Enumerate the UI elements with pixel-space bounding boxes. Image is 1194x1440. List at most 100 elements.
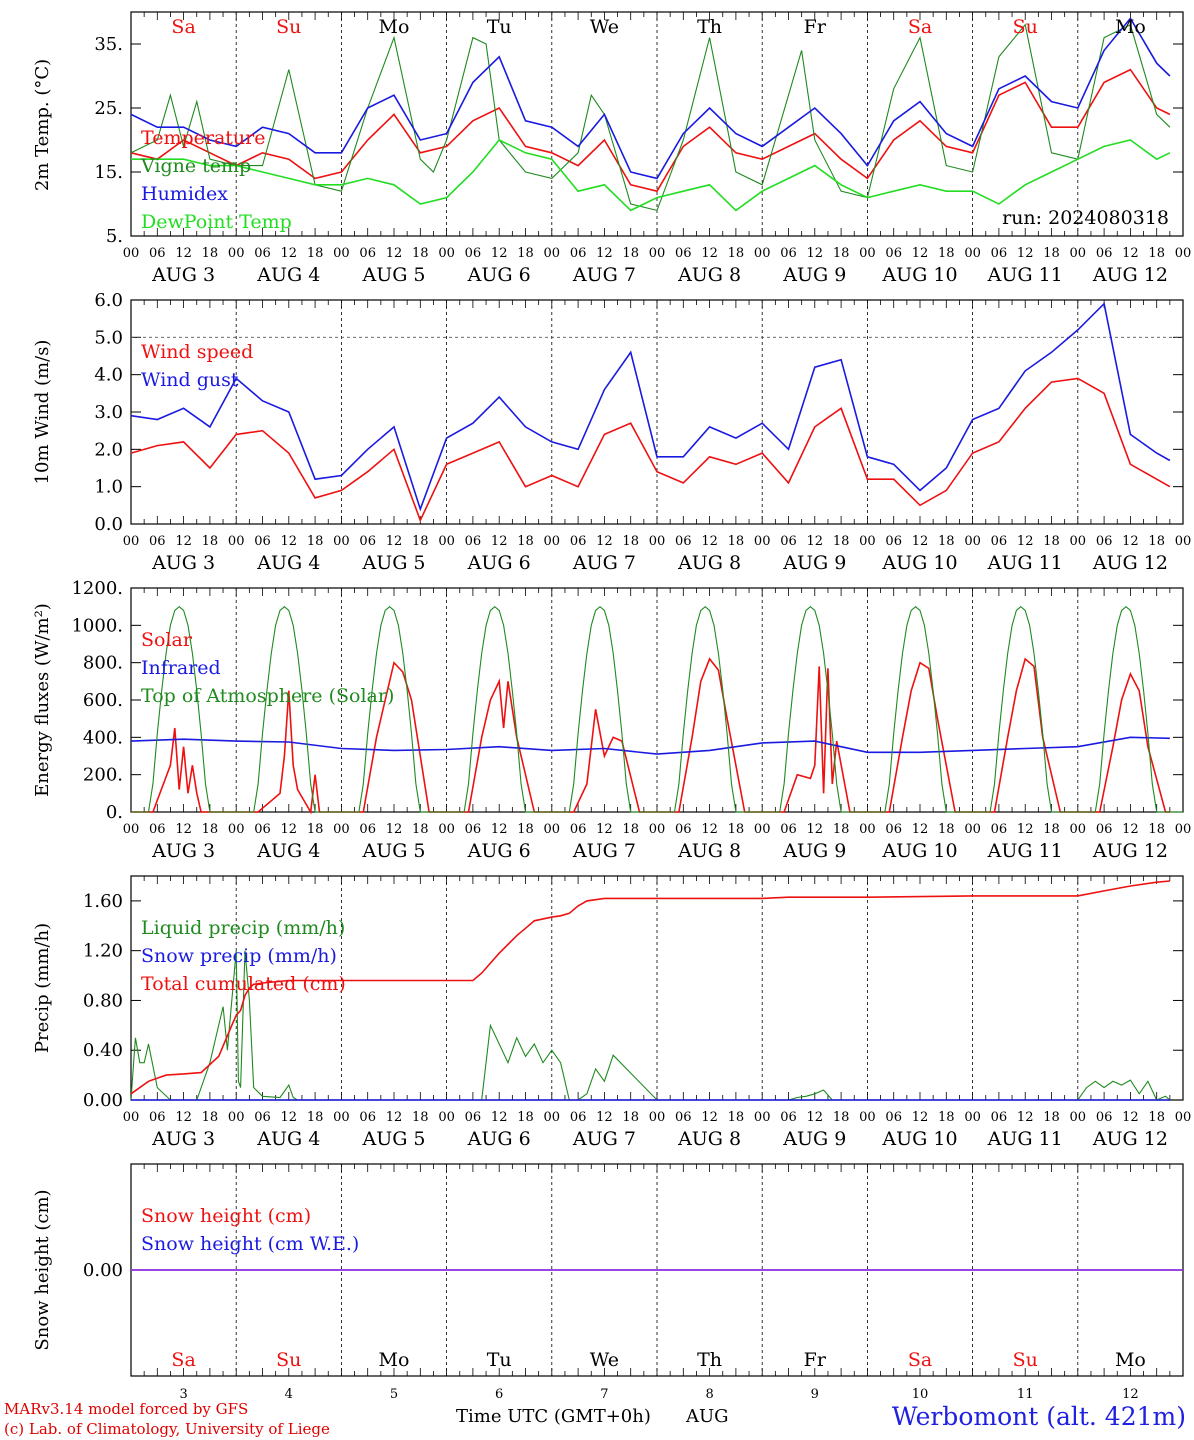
y-tick-label: 0.80 — [83, 990, 123, 1011]
date-label: AUG 3 — [151, 840, 215, 862]
hour-tick-label: 12 — [1017, 822, 1034, 837]
hour-tick-label: 12 — [1122, 822, 1139, 837]
hour-tick-label: 06 — [359, 1110, 376, 1125]
hour-tick-label: 06 — [254, 246, 271, 261]
hour-tick-label: 06 — [570, 822, 587, 837]
y-tick-label: 0.0 — [94, 514, 123, 535]
y-tick-label: 600. — [83, 690, 123, 711]
legend-entry: Total cumulated (cm) — [141, 973, 346, 995]
hour-tick-label: 12 — [175, 1110, 192, 1125]
hour-tick-label: 06 — [885, 822, 902, 837]
date-label: AUG 8 — [677, 552, 741, 574]
hour-tick-label: 12 — [281, 1110, 298, 1125]
hour-tick-label: 06 — [780, 246, 797, 261]
weekday-label: Su — [276, 1349, 301, 1371]
hour-tick-label: 18 — [202, 246, 219, 261]
hour-tick-label: 06 — [149, 534, 166, 549]
hour-tick-label: 00 — [859, 246, 876, 261]
y-axis-label: Energy fluxes (W/m²) — [32, 603, 53, 797]
legend-entry: Wind gust — [141, 369, 239, 391]
y-tick-label: 1.60 — [83, 891, 123, 912]
hour-tick-label: 06 — [885, 534, 902, 549]
y-tick-label: 3.0 — [94, 402, 123, 423]
hour-tick-label: 18 — [728, 822, 745, 837]
hour-tick-label: 00 — [859, 1110, 876, 1125]
y-axis-label: Snow height (cm) — [32, 1189, 53, 1350]
hour-tick-label: 12 — [912, 534, 929, 549]
date-label: AUG 6 — [467, 1128, 531, 1150]
weekday-label: Sa — [908, 1349, 932, 1371]
y-axis-label: 2m Temp. (°C) — [32, 59, 53, 191]
hour-tick-label: 06 — [780, 822, 797, 837]
hour-tick-label: 00 — [754, 1110, 771, 1125]
hour-tick-label: 06 — [254, 534, 271, 549]
hour-tick-label: 12 — [491, 1110, 508, 1125]
y-tick-label: 800. — [83, 653, 123, 674]
hour-tick-label: 00 — [649, 246, 666, 261]
date-label: AUG 4 — [256, 264, 320, 286]
weekday-label: Mo — [379, 1349, 410, 1371]
hour-tick-label: 12 — [281, 246, 298, 261]
series-line — [130, 23, 1171, 212]
hour-tick-label: 00 — [649, 822, 666, 837]
hour-tick-label: 12 — [912, 1110, 929, 1125]
hour-tick-label: 06 — [675, 534, 692, 549]
hour-tick-label: 06 — [359, 822, 376, 837]
weekday-label: Th — [697, 16, 722, 38]
hour-tick-label: 18 — [1043, 246, 1060, 261]
date-label: AUG 5 — [361, 840, 425, 862]
hour-tick-label: 06 — [1096, 1110, 1113, 1125]
hour-tick-label: 18 — [1148, 246, 1165, 261]
hour-tick-label: 12 — [1122, 534, 1139, 549]
hour-tick-label: 06 — [885, 1110, 902, 1125]
hour-tick-label: 00 — [754, 246, 771, 261]
date-label: AUG 7 — [572, 552, 636, 574]
legend-entry: Humidex — [141, 183, 228, 205]
weekday-label: Th — [697, 1349, 722, 1371]
hour-tick-label: 06 — [149, 822, 166, 837]
hour-tick-label: 00 — [754, 822, 771, 837]
hour-tick-label: 12 — [1017, 1110, 1034, 1125]
hour-tick-label: 00 — [1070, 246, 1087, 261]
hour-tick-label: 18 — [517, 534, 534, 549]
hour-tick-label: 00 — [544, 246, 561, 261]
hour-tick-label: 18 — [728, 1110, 745, 1125]
hour-tick-label: 12 — [807, 534, 824, 549]
hour-tick-label: 06 — [1096, 246, 1113, 261]
series-line — [131, 605, 1183, 813]
date-label: AUG 8 — [677, 264, 741, 286]
date-label: AUG 4 — [256, 1128, 320, 1150]
hour-tick-label: 12 — [386, 1110, 403, 1125]
hour-tick-label: 06 — [675, 1110, 692, 1125]
day-number: 12 — [1122, 1387, 1139, 1402]
day-number: 7 — [600, 1387, 608, 1402]
weekday-label: We — [590, 16, 619, 38]
hour-tick-label: 12 — [386, 246, 403, 261]
date-label: AUG 6 — [467, 264, 531, 286]
date-label: AUG 6 — [467, 552, 531, 574]
weekday-label: Mo — [1115, 16, 1146, 38]
hour-tick-label: 00 — [333, 534, 350, 549]
hour-tick-label: 18 — [307, 822, 324, 837]
hour-tick-label: 12 — [1122, 1110, 1139, 1125]
hour-tick-label: 00 — [754, 534, 771, 549]
hour-tick-label: 06 — [1096, 822, 1113, 837]
y-tick-label: 0.40 — [83, 1040, 123, 1061]
hour-tick-label: 00 — [333, 822, 350, 837]
hour-tick-label: 18 — [833, 534, 850, 549]
hour-tick-label: 06 — [780, 534, 797, 549]
legend-entry: Top of Atmosphere (Solar) — [141, 685, 394, 707]
hour-tick-label: 12 — [701, 246, 718, 261]
hour-tick-label: 12 — [701, 822, 718, 837]
hour-tick-label: 12 — [596, 1110, 613, 1125]
hour-tick-label: 00 — [1070, 534, 1087, 549]
hour-tick-label: 00 — [333, 246, 350, 261]
y-tick-label: 1200. — [71, 578, 123, 599]
date-label: AUG 12 — [1092, 1128, 1168, 1150]
y-tick-label: 5.0 — [94, 327, 123, 348]
date-label: AUG 3 — [151, 264, 215, 286]
weekday-label: Fr — [804, 16, 827, 38]
hour-tick-label: 00 — [964, 246, 981, 261]
date-label: AUG 8 — [677, 840, 741, 862]
date-label: AUG 8 — [677, 1128, 741, 1150]
